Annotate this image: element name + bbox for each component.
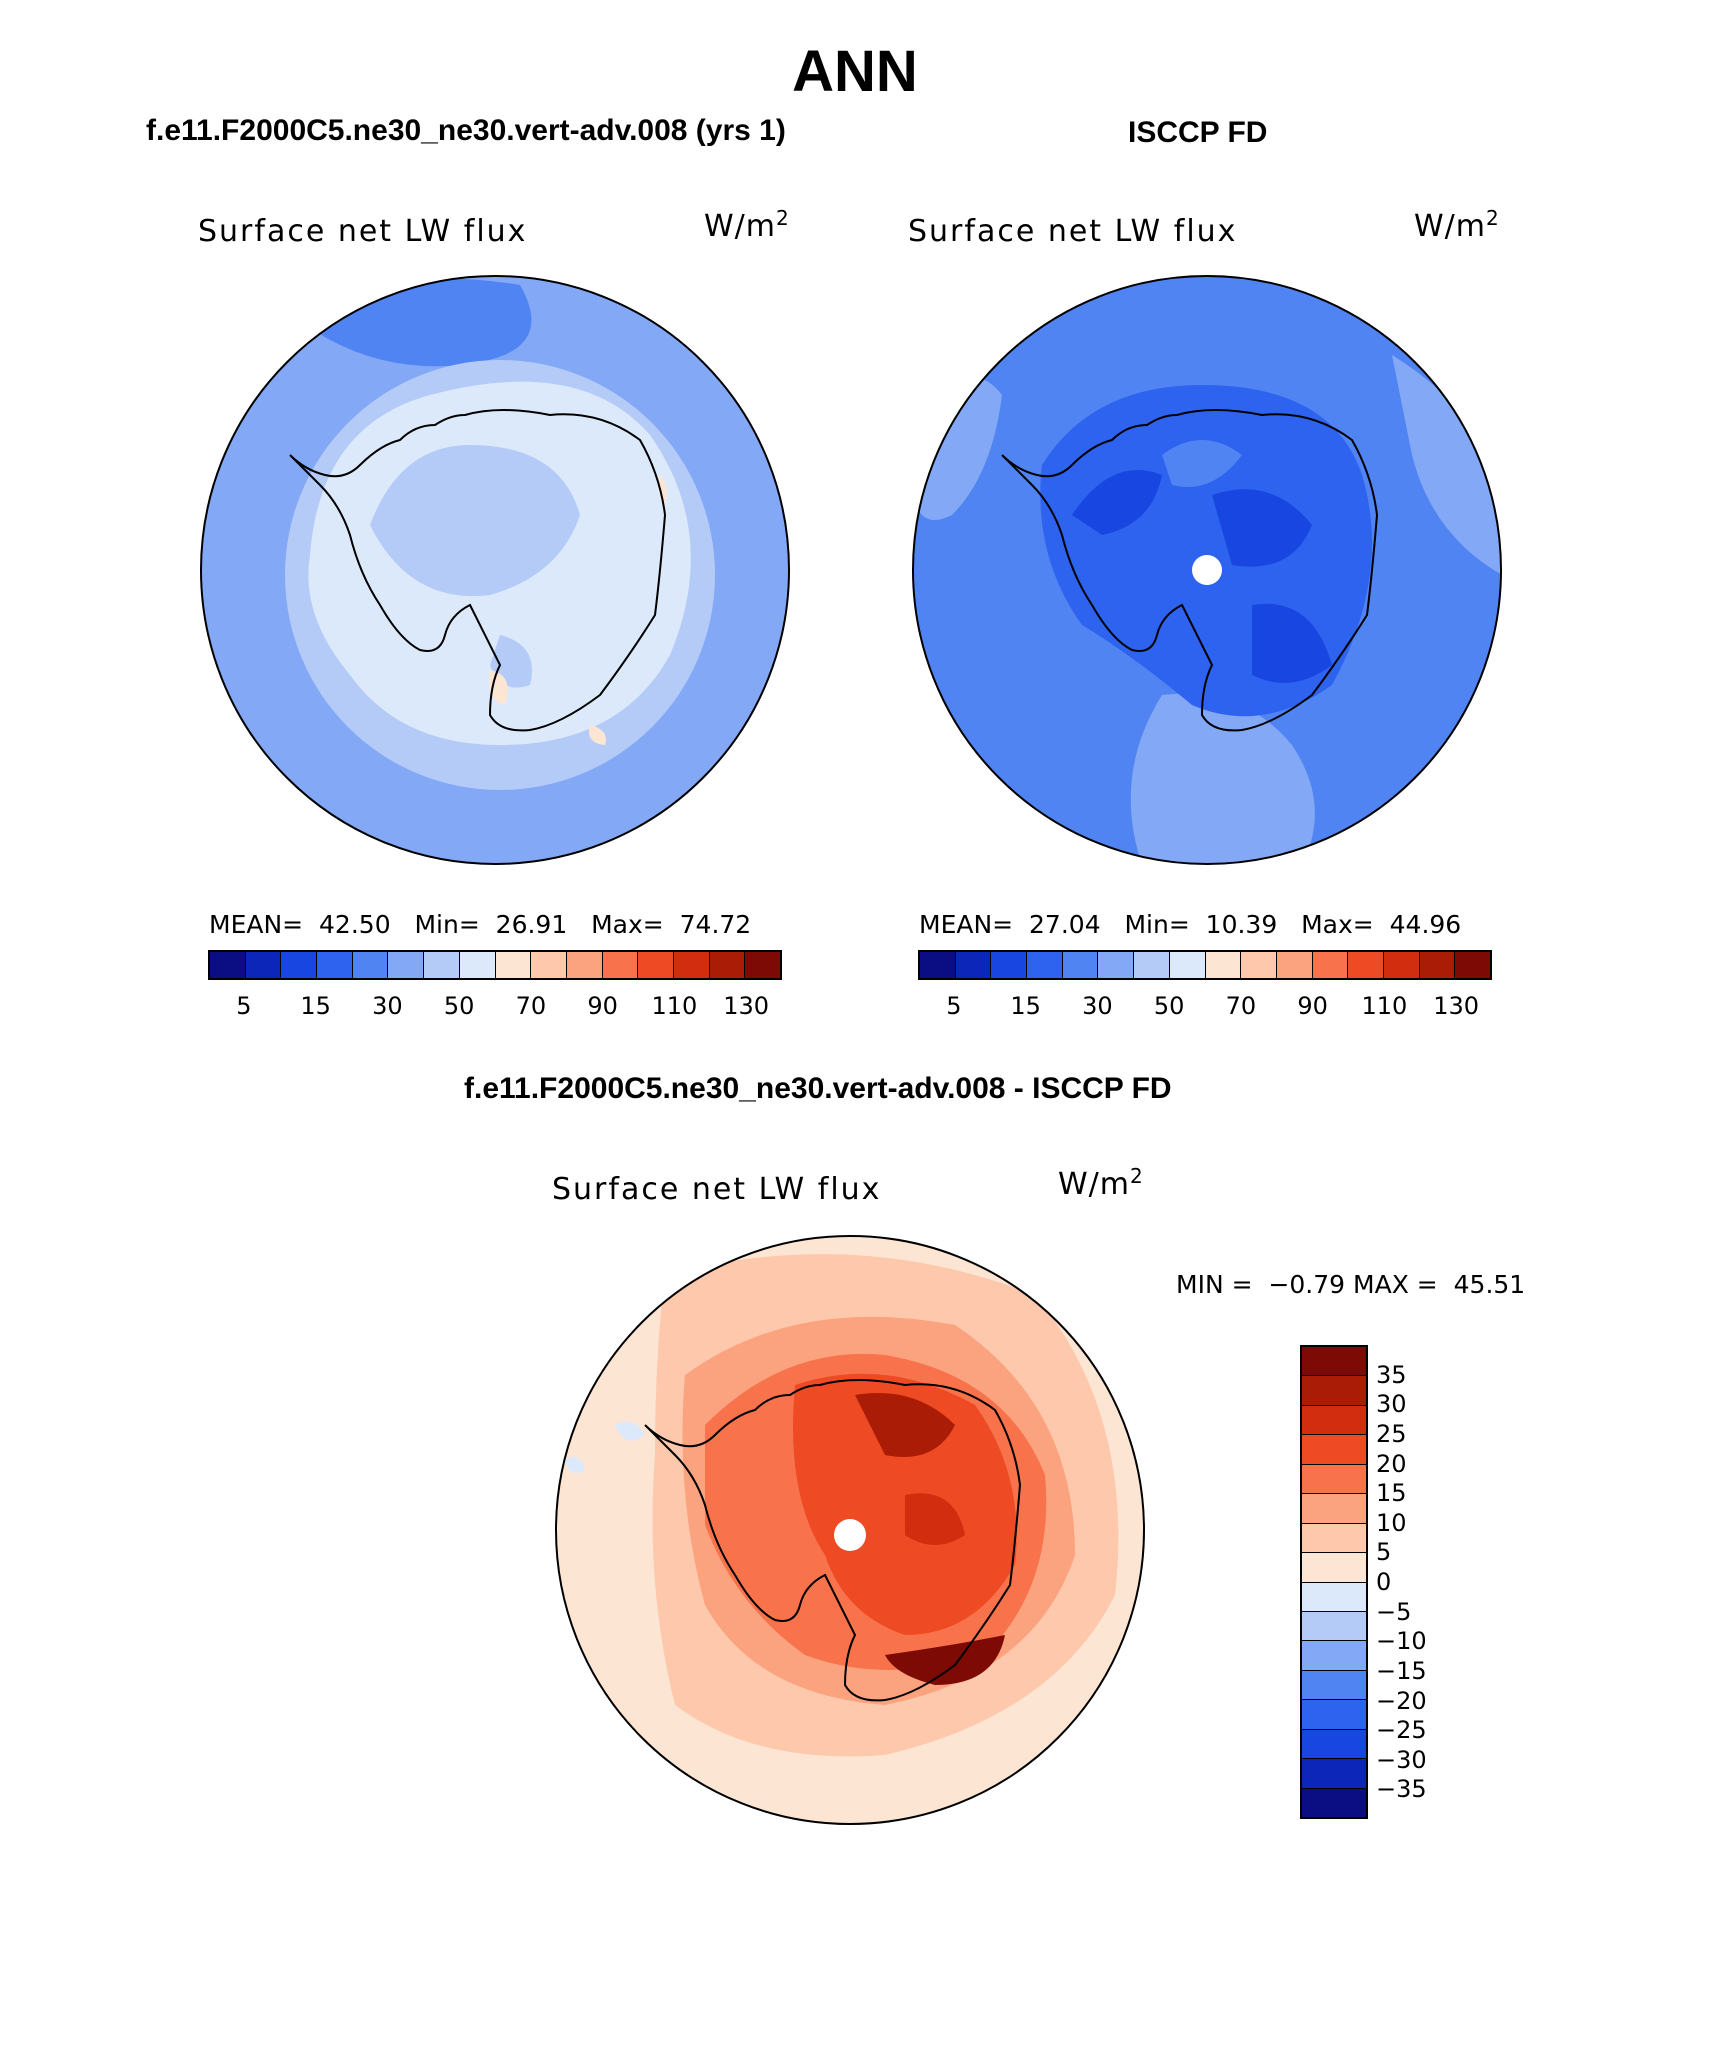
colorbar-swatch [1302, 1405, 1366, 1436]
colorbar-swatch [638, 952, 674, 978]
colorbar-swatch [1302, 1376, 1366, 1406]
colorbar-swatch [1302, 1494, 1366, 1524]
colorbar-swatch [1302, 1670, 1366, 1701]
colorbar-swatch [210, 952, 246, 978]
obs-plot-title: Surface net LW flux [908, 214, 1238, 249]
colorbar-swatch [991, 952, 1028, 978]
colorbar-swatch [459, 952, 496, 978]
colorbar-tick-label: 30 [1082, 992, 1113, 1020]
colorbar-swatch [1302, 1759, 1366, 1789]
diff-stats: MIN = −0.79 MAX = 45.51 [1176, 1270, 1526, 1299]
colorbar-tick-label: 70 [1225, 992, 1257, 1020]
colorbar-swatch [1302, 1700, 1366, 1730]
colorbar-tick-label: 15 [300, 992, 331, 1020]
colorbar-swatch [1169, 952, 1206, 978]
colorbar-tick-label: 25 [1376, 1419, 1407, 1448]
colorbar-tick-label: −30 [1376, 1745, 1427, 1774]
colorbar-swatch [1027, 952, 1063, 978]
colorbar-swatch [1302, 1611, 1366, 1642]
colorbar-swatch [424, 952, 460, 978]
colorbar-tick-label: 5 [946, 992, 962, 1020]
colorbar-swatch [566, 952, 603, 978]
colorbar-tick-label: 5 [1376, 1538, 1392, 1567]
colorbar-swatch [745, 952, 780, 978]
colorbar-tick-label: 50 [443, 992, 475, 1020]
obs-header: ISCCP FD [1128, 116, 1268, 149]
figure-title: ANN [792, 39, 918, 104]
colorbar-swatch [1205, 952, 1242, 978]
colorbar-swatch [955, 952, 992, 978]
colorbar-swatch [1419, 952, 1456, 978]
obs-units: W/m2 [1414, 206, 1500, 244]
diff-polar-map [555, 1235, 1145, 1825]
colorbar-swatch [1302, 1729, 1366, 1760]
colorbar-swatch [1302, 1464, 1366, 1495]
diff-plot-title: Surface net LW flux [552, 1172, 882, 1207]
diff-units: W/m2 [1058, 1164, 1144, 1202]
colorbar-tick-label: −35 [1376, 1775, 1427, 1804]
colorbar-swatch [1302, 1582, 1366, 1612]
colorbar-tick-label: −15 [1376, 1656, 1427, 1685]
colorbar-tick-label: 30 [1376, 1390, 1407, 1419]
colorbar-swatch [1276, 952, 1313, 978]
colorbar-swatch [245, 952, 282, 978]
colorbar-tick-label: 5 [236, 992, 252, 1020]
colorbar-tick-label: 15 [1010, 992, 1041, 1020]
model-stats: MEAN= 42.50 Min= 26.91 Max= 74.72 [209, 910, 752, 939]
colorbar-tick-label: 35 [1376, 1360, 1407, 1389]
colorbar-swatch [1302, 1523, 1366, 1554]
obs-stats: MEAN= 27.04 Min= 10.39 Max= 44.96 [919, 910, 1462, 939]
model-units: W/m2 [704, 206, 790, 244]
colorbar-swatch [388, 952, 425, 978]
model-polar-map [200, 275, 790, 865]
colorbar-swatch [531, 952, 567, 978]
colorbar-swatch [1302, 1641, 1366, 1671]
colorbar-swatch [1302, 1435, 1366, 1465]
colorbar-tick-label: 0 [1376, 1568, 1392, 1596]
colorbar-swatch [673, 952, 710, 978]
colorbar-swatch [1241, 952, 1277, 978]
colorbar-tick-label: 110 [1361, 992, 1408, 1020]
colorbar-tick-label: 130 [1433, 992, 1480, 1020]
colorbar-tick-label: 70 [515, 992, 547, 1020]
colorbar-tick-label: 50 [1153, 992, 1185, 1020]
colorbar-tick-label: −5 [1376, 1597, 1412, 1626]
model-colorbar [208, 950, 782, 980]
diff-header: f.e11.F2000C5.ne30_ne30.vert-adv.008 - I… [464, 1072, 1172, 1105]
model-plot-title: Surface net LW flux [198, 214, 528, 249]
colorbar-swatch [317, 952, 353, 978]
colorbar-tick-label: 15 [1376, 1479, 1407, 1508]
colorbar-swatch [1455, 952, 1490, 978]
colorbar-tick-label: −10 [1376, 1627, 1427, 1656]
colorbar-swatch [1134, 952, 1170, 978]
colorbar-swatch [1098, 952, 1135, 978]
colorbar-tick-label: −25 [1376, 1716, 1427, 1745]
colorbar-tick-label: 10 [1376, 1508, 1407, 1537]
colorbar-tick-label: 90 [587, 992, 618, 1020]
colorbar-swatch [1348, 952, 1384, 978]
colorbar-tick-label: 30 [372, 992, 403, 1020]
colorbar-swatch [920, 952, 956, 978]
colorbar-tick-label: −20 [1376, 1686, 1427, 1715]
colorbar-tick-label: 130 [723, 992, 770, 1020]
model-header: f.e11.F2000C5.ne30_ne30.vert-adv.008 (yr… [146, 114, 786, 147]
colorbar-swatch [1302, 1347, 1366, 1377]
colorbar-swatch [1302, 1553, 1366, 1583]
colorbar-swatch [495, 952, 532, 978]
colorbar-swatch [281, 952, 318, 978]
colorbar-swatch [1312, 952, 1349, 978]
colorbar-swatch [1062, 952, 1099, 978]
colorbar-swatch [1383, 952, 1420, 978]
colorbar-swatch [709, 952, 746, 978]
colorbar-tick-label: 20 [1376, 1449, 1407, 1478]
obs-polar-map [912, 275, 1502, 865]
diff-colorbar [1300, 1345, 1368, 1819]
colorbar-swatch [352, 952, 389, 978]
colorbar-tick-label: 110 [651, 992, 698, 1020]
colorbar-swatch [602, 952, 639, 978]
obs-colorbar [918, 950, 1492, 980]
colorbar-swatch [1302, 1788, 1366, 1817]
colorbar-tick-label: 90 [1297, 992, 1328, 1020]
